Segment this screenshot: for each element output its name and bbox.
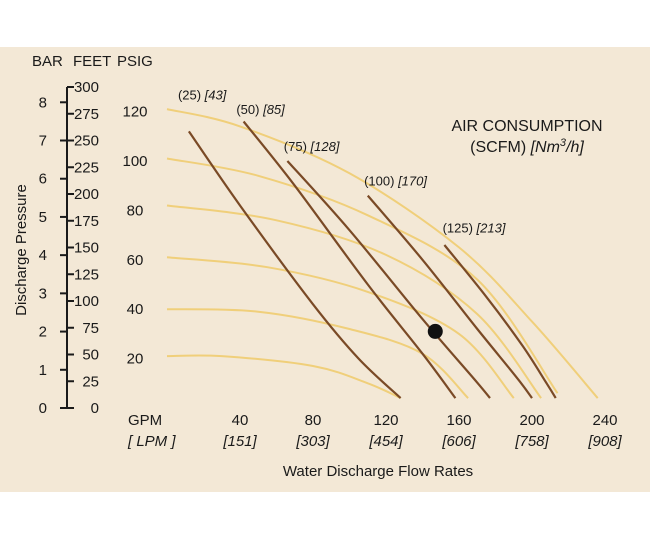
air-consumption-curve-6	[166, 354, 402, 400]
air-consumption-nm3h: [85]	[262, 102, 285, 117]
flow-curve-4	[366, 194, 533, 399]
air-consumption-scfm: (25)	[178, 87, 205, 102]
y-axis-label: Discharge Pressure	[13, 184, 30, 316]
air-consumption-nm3h: [128]	[310, 139, 340, 154]
feet-tick-label: 150	[74, 240, 99, 257]
feet-tick-label: 75	[82, 320, 99, 337]
feet-tick-label: 50	[82, 347, 99, 364]
feet-tick-label: 250	[74, 133, 99, 150]
air-consumption-label: (50) [85]	[236, 102, 285, 117]
curve-labels-layer: (25) [43](50) [85](75) [128](100) [170](…	[178, 87, 506, 235]
psig-tick-label: 120	[122, 104, 147, 121]
psig-tick-label: 20	[127, 351, 144, 368]
subtitle-prefix: (SCFM)	[470, 139, 530, 156]
point-layer	[427, 323, 443, 339]
x-tick-gpm-label: 200	[519, 412, 544, 429]
bar-tick-label: 3	[39, 285, 47, 302]
bar-tick-label: 0	[39, 400, 47, 417]
psig-tick-label: 80	[127, 202, 144, 219]
bar-tick-label: 5	[39, 209, 47, 226]
air-consumption-nm3h: [213]	[476, 221, 506, 236]
x-unit-lpm: [ LPM ]	[127, 433, 176, 450]
x-tick-lpm-label: [606]	[441, 433, 476, 450]
x-tick-gpm-label: 160	[446, 412, 471, 429]
air-consumption-label: (75) [128]	[284, 139, 340, 154]
feet-tick-label: 175	[74, 213, 99, 230]
air-consumption-label: (125) [213]	[443, 221, 506, 236]
feet-tick-label: 25	[82, 373, 99, 390]
bar-tick-label: 2	[39, 324, 47, 341]
feet-tick-label: 225	[74, 159, 99, 176]
x-axis-label: Water Discharge Flow Rates	[283, 463, 473, 480]
chart-subtitle: (SCFM) [Nm3/h]	[470, 137, 584, 156]
x-unit-gpm: GPM	[128, 412, 162, 429]
feet-tick-label: 125	[74, 266, 99, 283]
flow-curve-3	[286, 160, 491, 399]
x-tick-gpm-label: 80	[305, 412, 322, 429]
x-tick-gpm-label: 240	[592, 412, 617, 429]
x-tick-gpm-label: 120	[373, 412, 398, 429]
air-consumption-nm3h: [43]	[204, 87, 227, 102]
flow-curve-2	[242, 120, 457, 399]
operating-point	[427, 323, 443, 339]
feet-tick-label: 100	[74, 293, 99, 310]
subtitle-unit-suffix: /h]	[565, 139, 584, 156]
bar-tick-label: 8	[39, 94, 47, 111]
psig-tick-label: 40	[127, 301, 144, 318]
x-tick-lpm-label: [908]	[587, 433, 622, 450]
x-tick-gpm-label: 40	[232, 412, 249, 429]
bar-tick-label: 7	[39, 133, 47, 150]
air-consumption-curve-3	[166, 204, 542, 399]
air-consumption-scfm: (100)	[364, 174, 398, 189]
feet-tick-label: 275	[74, 106, 99, 123]
x-tick-lpm-label: [454]	[368, 433, 403, 450]
y-axis-bar-header: BAR	[32, 53, 63, 70]
x-tick-lpm-label: [758]	[514, 433, 549, 450]
bar-tick-label: 1	[39, 362, 47, 379]
x-tick-lpm-label: [303]	[295, 433, 330, 450]
x-tick-lpm-label: [151]	[222, 433, 257, 450]
bar-tick-label: 6	[39, 171, 47, 188]
feet-tick-label: 200	[74, 186, 99, 203]
chart-title: AIR CONSUMPTION	[451, 118, 602, 135]
feet-tick-label: 0	[91, 400, 99, 417]
chart-background	[0, 47, 650, 492]
feet-tick-label: 300	[74, 79, 99, 96]
flow-curve-5	[443, 244, 557, 399]
air-consumption-curve-1	[166, 108, 599, 399]
psig-tick-label: 60	[127, 252, 144, 269]
curves-layer	[166, 108, 599, 400]
bar-tick-label: 4	[39, 247, 47, 264]
y-axis-psig-header: PSIG	[117, 53, 153, 70]
y-axis-feet-header: FEET	[73, 53, 111, 70]
subtitle-unit-base: [Nm	[530, 139, 560, 156]
subtitle-unit-sup: 3	[560, 137, 567, 149]
air-consumption-label: (100) [170]	[364, 174, 427, 189]
ticks-layer: 0123456780255075100125150175200225250275…	[39, 79, 623, 450]
air-consumption-label: (25) [43]	[178, 87, 227, 102]
flow-curve-1	[187, 130, 402, 399]
air-consumption-scfm: (125)	[443, 221, 477, 236]
air-consumption-curve-4	[166, 256, 515, 399]
air-consumption-scfm: (50)	[236, 102, 263, 117]
air-consumption-curve-2	[166, 157, 559, 394]
air-consumption-scfm: (75)	[284, 139, 311, 154]
psig-tick-label: 100	[122, 153, 147, 170]
air-consumption-curve-5	[166, 308, 469, 399]
air-consumption-nm3h: [170]	[397, 174, 427, 189]
